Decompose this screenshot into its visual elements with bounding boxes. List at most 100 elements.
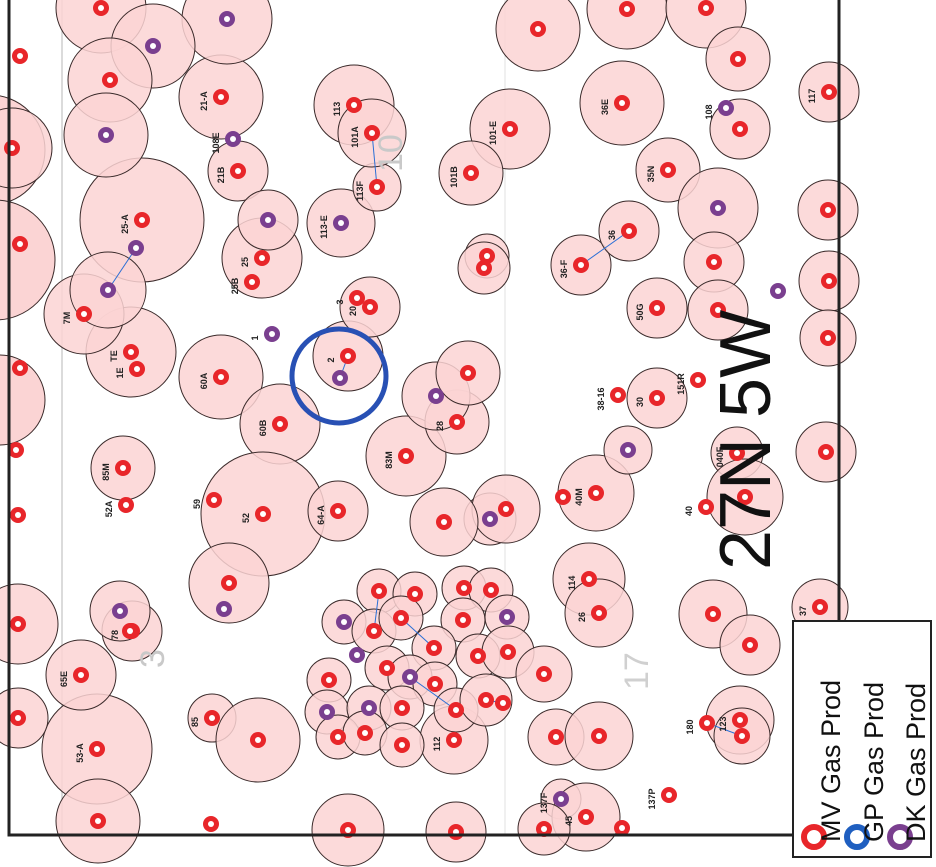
well-marker-dk[interactable] [620, 442, 636, 458]
well-marker-mv[interactable] [483, 582, 499, 598]
well-marker-mv[interactable] [448, 824, 464, 840]
well-marker-mv[interactable] [614, 95, 630, 111]
well-marker-mv[interactable] [536, 821, 552, 837]
well-marker-mv[interactable] [118, 497, 134, 513]
well-marker-dk[interactable] [553, 791, 569, 807]
well-marker-mv[interactable] [660, 162, 676, 178]
well-marker-dk[interactable] [361, 700, 377, 716]
well-marker-mv[interactable] [479, 248, 495, 264]
well-marker-mv[interactable] [706, 254, 722, 270]
well-marker-mv[interactable] [204, 710, 220, 726]
well-marker-mv[interactable] [470, 648, 486, 664]
well-marker-mv[interactable] [10, 710, 26, 726]
well-marker-dk[interactable] [219, 11, 235, 27]
well-marker-mv[interactable] [821, 84, 837, 100]
well-marker-mv[interactable] [4, 140, 20, 156]
well-marker-mv[interactable] [495, 695, 511, 711]
well-marker-mv[interactable] [254, 250, 270, 266]
well-marker-mv[interactable] [364, 125, 380, 141]
well-marker-mv[interactable] [737, 489, 753, 505]
well-marker-mv[interactable] [591, 728, 607, 744]
well-marker-mv[interactable] [12, 236, 28, 252]
well-marker-mv[interactable] [330, 503, 346, 519]
well-marker-mv[interactable] [729, 445, 745, 461]
well-marker-dk[interactable] [428, 388, 444, 404]
well-marker-mv[interactable] [446, 732, 462, 748]
well-marker-mv[interactable] [478, 692, 494, 708]
well-marker-mv[interactable] [129, 361, 145, 377]
well-marker-mv[interactable] [90, 813, 106, 829]
well-marker-mv[interactable] [698, 0, 714, 16]
well-marker-dk[interactable] [145, 38, 161, 54]
well-marker-mv[interactable] [500, 644, 516, 660]
well-marker-mv[interactable] [407, 586, 423, 602]
well-marker-mv[interactable] [591, 605, 607, 621]
well-marker-mv[interactable] [448, 702, 464, 718]
well-marker-dk[interactable] [225, 131, 241, 147]
well-marker-dk[interactable] [499, 609, 515, 625]
well-marker-dk[interactable] [319, 704, 335, 720]
well-marker-mv[interactable] [272, 416, 288, 432]
well-marker-mv[interactable] [573, 257, 589, 273]
well-marker-mv[interactable] [463, 165, 479, 181]
well-marker-mv[interactable] [821, 273, 837, 289]
well-marker-mv[interactable] [12, 360, 28, 376]
well-marker-dk[interactable] [216, 601, 232, 617]
well-marker-mv[interactable] [321, 672, 337, 688]
well-marker-mv[interactable] [10, 616, 26, 632]
well-marker-mv[interactable] [134, 212, 150, 228]
well-marker-mv[interactable] [250, 732, 266, 748]
well-marker-mv[interactable] [614, 820, 630, 836]
well-marker-dk[interactable] [770, 283, 786, 299]
well-marker-mv[interactable] [255, 506, 271, 522]
well-marker-mv[interactable] [476, 260, 492, 276]
well-marker-mv[interactable] [10, 507, 26, 523]
well-marker-mv[interactable] [502, 121, 518, 137]
well-marker-mv[interactable] [555, 489, 571, 505]
well-marker-mv[interactable] [394, 737, 410, 753]
well-marker-mv[interactable] [820, 202, 836, 218]
well-marker-mv[interactable] [230, 163, 246, 179]
well-marker-mv[interactable] [455, 612, 471, 628]
well-marker-mv[interactable] [732, 712, 748, 728]
well-marker-mv[interactable] [398, 448, 414, 464]
well-marker-mv[interactable] [122, 623, 138, 639]
well-marker-mv[interactable] [548, 729, 564, 745]
well-marker-dk[interactable] [336, 614, 352, 630]
well-marker-mv[interactable] [820, 330, 836, 346]
well-marker-dk[interactable] [98, 127, 114, 143]
well-marker-mv[interactable] [610, 387, 626, 403]
well-marker-mv[interactable] [340, 348, 356, 364]
well-marker-mv[interactable] [742, 637, 758, 653]
well-marker-dk[interactable] [264, 326, 280, 342]
well-marker-mv[interactable] [661, 787, 677, 803]
well-marker-mv[interactable] [379, 660, 395, 676]
well-marker-dk[interactable] [482, 511, 498, 527]
well-marker-mv[interactable] [346, 97, 362, 113]
well-marker-dk[interactable] [128, 240, 144, 256]
well-marker-mv[interactable] [705, 606, 721, 622]
well-marker-mv[interactable] [393, 610, 409, 626]
well-marker-mv[interactable] [710, 302, 726, 318]
well-marker-mv[interactable] [427, 676, 443, 692]
well-marker-dk[interactable] [333, 215, 349, 231]
well-marker-mv[interactable] [93, 0, 109, 16]
well-marker-mv[interactable] [89, 741, 105, 757]
well-marker-mv[interactable] [115, 460, 131, 476]
well-marker-mv[interactable] [8, 442, 24, 458]
well-marker-mv[interactable] [369, 179, 385, 195]
well-marker-mv[interactable] [456, 580, 472, 596]
well-marker-mv[interactable] [102, 72, 118, 88]
well-marker-mv[interactable] [76, 306, 92, 322]
well-marker-dk[interactable] [100, 282, 116, 298]
well-marker-mv[interactable] [732, 121, 748, 137]
well-marker-mv[interactable] [530, 21, 546, 37]
well-marker-mv[interactable] [619, 1, 635, 17]
well-marker-mv[interactable] [699, 715, 715, 731]
well-marker-mv[interactable] [221, 575, 237, 591]
well-marker-dk[interactable] [718, 100, 734, 116]
well-marker-mv[interactable] [12, 48, 28, 64]
well-marker-mv[interactable] [690, 372, 706, 388]
well-marker-mv[interactable] [213, 369, 229, 385]
well-marker-mv[interactable] [362, 299, 378, 315]
